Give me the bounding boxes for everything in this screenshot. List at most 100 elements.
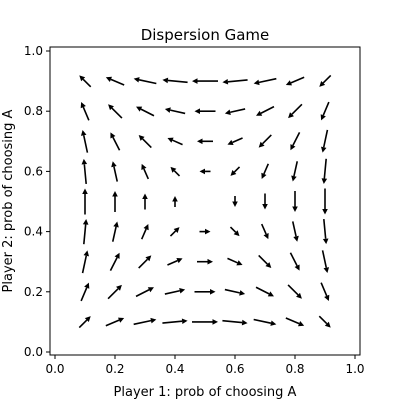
quiver-arrow [322,218,329,245]
quiver-arrow [135,287,154,298]
quiver-arrow [227,137,243,145]
quiver-arrow [138,255,152,269]
quiver-arrow [287,284,302,299]
quiver-arrow [285,76,305,86]
quiver-arrow [109,252,120,272]
quiver-arrow [232,196,238,207]
quiver-arrow [292,191,298,212]
quiver-arrow [105,317,125,327]
x-tick-label: 1.0 [345,362,364,376]
y-tick-label: 0.2 [24,285,43,299]
quiver-arrow [290,131,301,151]
x-axis: 0.0 0.2 0.4 0.6 0.8 1.0 [45,355,365,376]
quiver-arrow [230,166,241,176]
quiver-arrow [197,138,213,145]
quiver-arrow [110,132,121,151]
quiver-arrow [172,196,178,207]
quiver-arrow [199,228,211,235]
quiver-arrow [136,106,155,117]
y-axis-label: Player 2: prob of choosing A [1,109,16,292]
quiver-arrow [79,75,92,88]
quiver-arrow [321,250,330,274]
quiver-arrow [229,226,240,237]
quiver-arrow [82,188,88,215]
quiver-arrow [80,282,90,302]
quiver-arrow [253,318,277,326]
quiver-arrow [197,258,213,265]
quiver-arrow [81,158,88,185]
quiver-arrow [222,78,248,85]
quiver-arrow [192,319,218,325]
quiver-arrow [78,316,91,329]
quiver-arrow [320,101,330,121]
quiver-arrow [288,103,303,119]
x-tick-label: 0.4 [165,362,184,376]
quiver-arrow [199,168,211,175]
quiver-arrow [224,108,246,115]
quiver-arrow [258,134,272,148]
quiver-arrow [80,102,90,121]
quiver-arrow [133,317,157,326]
quiver-arrow [255,286,274,297]
quiver-arrow [194,108,216,114]
y-tick-label: 1.0 [24,44,43,58]
quiver-arrow [227,257,243,266]
quiver-arrow [261,163,270,179]
quiver-arrow [258,254,272,269]
plot-area [49,46,361,356]
quiver-arrow [289,252,300,271]
quiver-arrow [169,227,180,237]
quiver-arrow [80,129,89,153]
quiver-arrow [291,161,299,182]
quiver-arrow [260,223,269,240]
quiver-arrow [318,315,331,328]
quiver-arrow [170,166,181,177]
quiver-arrow [140,224,149,240]
chart-title: Dispersion Game [141,26,270,44]
quiver-arrow [162,77,188,84]
y-tick-label: 0.8 [24,104,43,118]
quiver-arrow [224,288,246,296]
quiver-arrow [111,221,119,242]
quiver-arrow [321,158,328,184]
quiver-arrow [112,191,118,212]
quiver-arrow [253,77,277,86]
x-tick-label: 0.8 [285,362,304,376]
quiver-arrow [81,250,90,274]
quiver-arrow [167,137,183,146]
quiver-arrow [320,129,329,153]
y-tick-label: 0.0 [24,345,43,359]
quiver-arrow [222,319,248,326]
quiver-arrow [162,318,188,325]
quiver-arrow [164,107,186,115]
quiver-arrow [262,193,268,210]
y-tick-label: 0.6 [24,164,43,178]
quiver-arrow [142,193,148,210]
quiver-arrow [105,76,125,86]
quiver-arrow [291,221,299,242]
x-tick-label: 0.0 [45,362,64,376]
quiver-arrow [167,258,183,266]
quiver-arrow [82,219,89,245]
x-tick-label: 0.6 [225,362,244,376]
quiver-arrow [138,134,152,149]
quiver-arrow [194,289,216,295]
y-axis: 0.0 0.2 0.4 0.6 0.8 1.0 [24,44,50,359]
quiver-arrow [111,161,119,182]
quiver-arrow [133,77,157,85]
quiver-arrows [78,74,332,329]
x-tick-label: 0.2 [105,362,124,376]
quiver-arrow [108,104,123,119]
quiver-arrow [256,105,275,116]
quiver-arrow [319,74,332,87]
quiver-arrow [107,284,122,300]
quiver-arrow [164,288,186,295]
quiver-arrow [320,282,330,301]
quiver-arrow [192,78,218,84]
quiver-arrow [285,317,305,327]
quiver-arrow [141,163,150,180]
x-axis-label: Player 1: prob of choosing A [114,385,297,400]
quiver-arrow [322,188,328,215]
y-tick-label: 0.4 [24,225,43,239]
